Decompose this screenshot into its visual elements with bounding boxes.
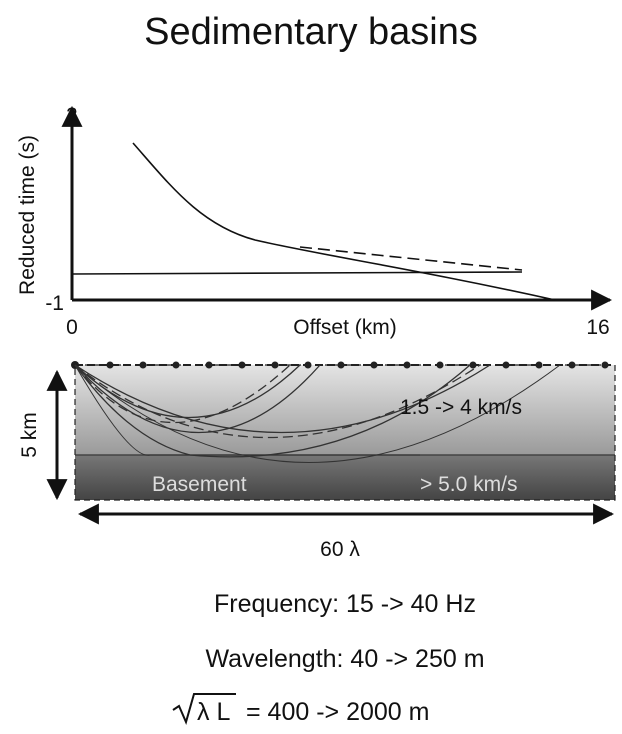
y-top-label: 2 <box>66 104 78 127</box>
reflection-curve <box>299 246 523 271</box>
formula-radicand: λ L <box>197 698 230 726</box>
wavelength-note: Wavelength: 40 -> 250 m <box>205 645 484 673</box>
title: Sedimentary basins <box>144 11 478 53</box>
basement-velocity: > 5.0 km/s <box>420 473 517 496</box>
y-bottom-label: -1 <box>45 292 64 315</box>
dashed-rays <box>74 364 481 439</box>
traveltime-plot: Reduced time (s) 2 -1 0 16 Offset (km) <box>16 104 613 339</box>
radical-sign <box>172 693 236 725</box>
frequency-note: Frequency: 15 -> 40 Hz <box>214 590 476 618</box>
formula-rest: = 400 -> 2000 m <box>246 698 429 726</box>
y-label: Reduced time (s) <box>16 135 39 295</box>
basement-label: Basement <box>152 473 247 496</box>
layer-label: 1.5 -> 4 km/s <box>400 396 522 419</box>
width-label: 60 λ <box>320 538 360 561</box>
direct-line <box>71 271 523 275</box>
basement-layer <box>75 455 615 500</box>
refraction-curve <box>132 142 556 301</box>
x-left-label: 0 <box>66 316 78 339</box>
x-label: Offset (km) <box>293 316 396 339</box>
ray-paths <box>74 364 561 463</box>
sediment-layer <box>75 365 615 455</box>
depth-label: 5 km <box>18 412 41 458</box>
x-right-label: 16 <box>586 316 609 339</box>
section: 1.5 -> 4 km/s Basement > 5.0 km/s 5 km 6… <box>18 361 616 561</box>
